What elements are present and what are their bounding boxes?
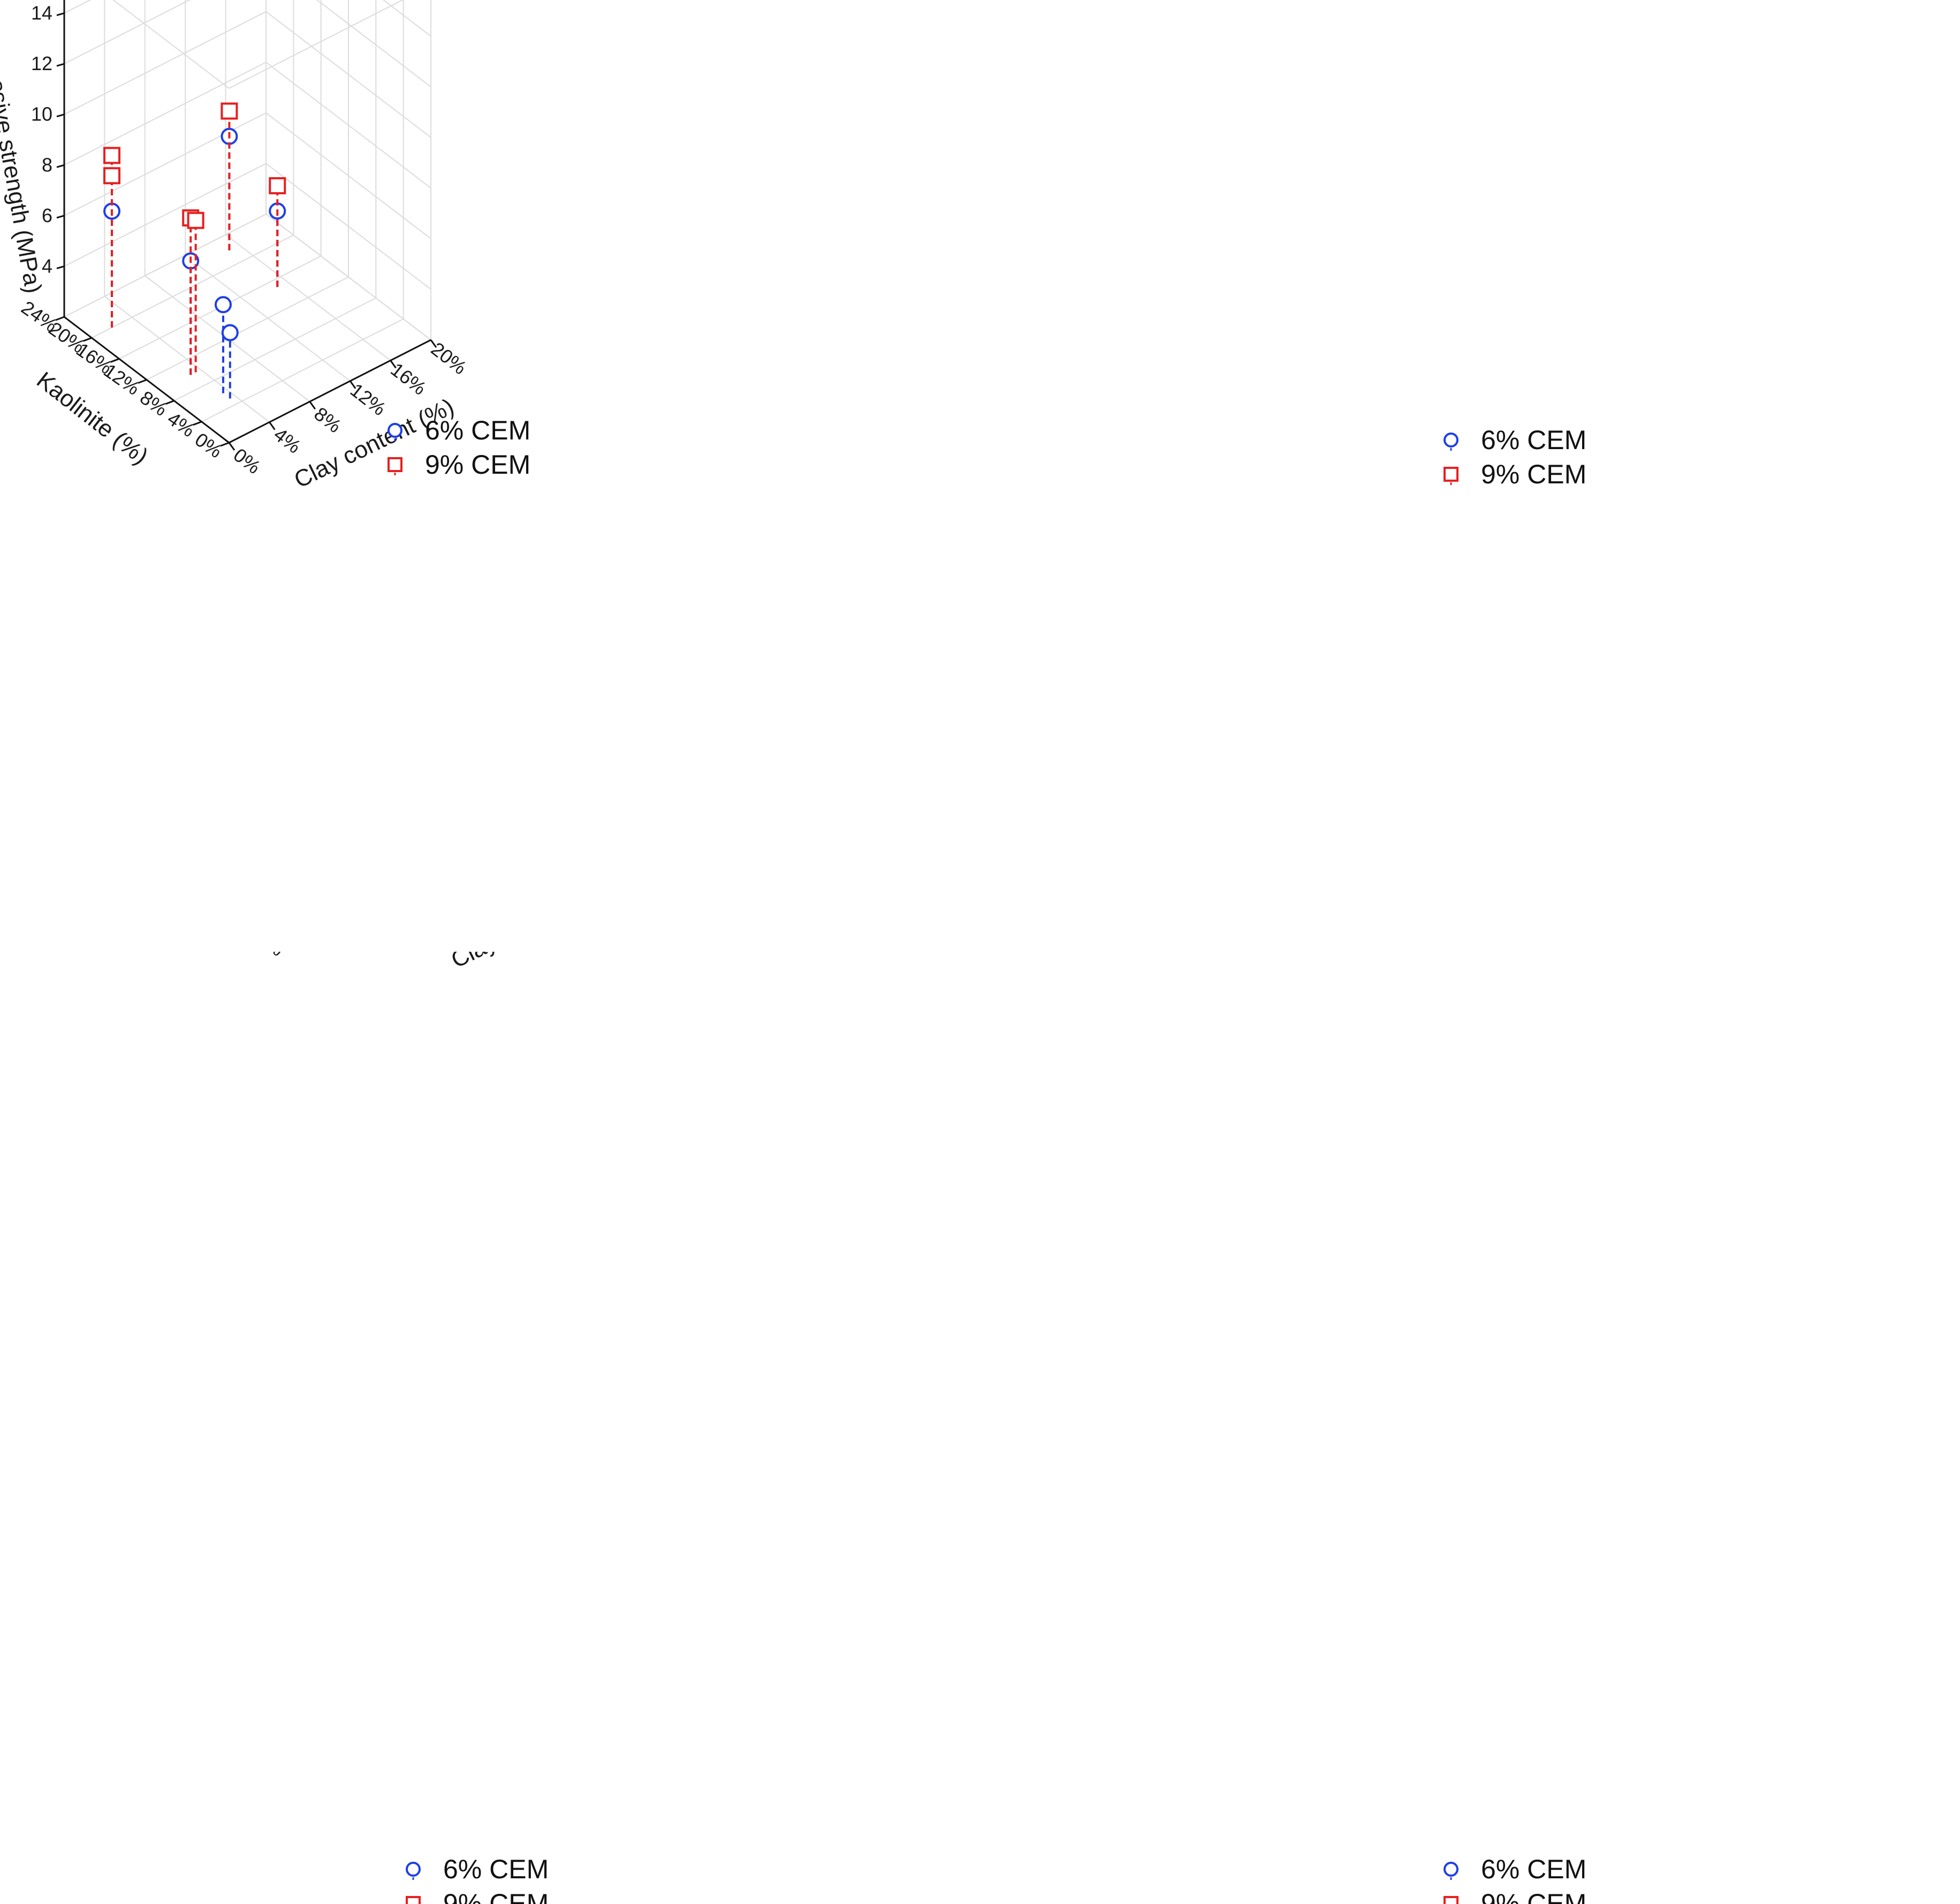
y-tick [165, 400, 174, 405]
z-tick [56, 164, 65, 168]
x-axis-line [229, 339, 431, 444]
legend-label-6-cem: 6% CEM [1481, 425, 1586, 455]
point-9-cem [103, 147, 121, 164]
legend-label-9-cem: 9% CEM [1481, 459, 1586, 489]
z-tick-label: 6 [42, 204, 52, 226]
legend-square-icon [406, 1896, 421, 1904]
x-tick [228, 442, 235, 451]
panel-illite: 0%4%8%12%16%20%0%1%2%3%4%46810121416Comp… [980, 0, 1960, 952]
gridline [173, 0, 377, 401]
legend-circle-icon [1444, 433, 1458, 447]
y-tick [55, 316, 65, 321]
legend-label-6-cem: 6% CEM [443, 1854, 549, 1884]
axes: 0%4%8%12%16%20%0%4%8%12%16%20%24%4681012… [0, 0, 471, 494]
point-9-cem [187, 211, 204, 229]
x-axis-label: Clay content (%) [447, 952, 615, 973]
x-tick-label: 0% [230, 444, 265, 478]
z-tick [56, 63, 65, 67]
y-tick [193, 421, 202, 426]
point-6-cem [214, 296, 232, 314]
x-tick [309, 401, 316, 410]
legend-label-9-cem: 9% CEM [443, 1888, 549, 1904]
axes: 0%4%8%12%16%20%0%1%2%3%4%5%6%7%8%4681012… [43, 952, 615, 973]
point-9-cem [221, 102, 238, 120]
x-tick [269, 421, 276, 430]
z-axis-label: Compressive strength (MPa) [0, 0, 47, 295]
y-tick-label: 0% [191, 428, 226, 462]
legend: 6% CEM 9% CEM [1444, 425, 1586, 489]
x-tick-label: 8% [310, 403, 345, 437]
legend-label-9-cem: 9% CEM [425, 450, 530, 480]
z-tick [56, 12, 65, 17]
point-6-cem [221, 324, 239, 342]
legend-label-9-cem: 9% CEM [1481, 1888, 1586, 1904]
gridline [64, 0, 267, 317]
legend-square-icon [388, 457, 402, 472]
y-tick [82, 337, 92, 342]
y-tick [138, 379, 147, 384]
z-tick [56, 215, 65, 219]
x-tick-label: 4% [270, 423, 305, 458]
legend-label-6-cem: 6% CEM [1481, 1854, 1586, 1884]
chart-illite: 0%4%8%12%16%20%0%1%2%3%4%46810121416Comp… [1444, 425, 1586, 489]
x-tick-label: 0% [253, 952, 288, 960]
x-tick [390, 360, 397, 369]
panel-kaolinite: 0% 4% 8% 12% 16% 20% 0% 4% 8% 12% 16% 20% 24% 4 6 8 10 12… [0, 0, 980, 952]
gridline [146, 0, 349, 381]
z-tick [56, 265, 65, 269]
gridline [64, 0, 230, 443]
data-points [103, 102, 286, 399]
legend-circle-icon [388, 423, 402, 438]
legend-square-icon [1444, 1896, 1458, 1904]
gridline [119, 0, 322, 360]
legend-square-icon [1444, 467, 1458, 482]
z-tick-label: 10 [31, 103, 52, 125]
y-tick [220, 442, 230, 447]
y-tick-label: 4% [163, 407, 199, 441]
box-edge [112, 0, 230, 89]
chart-montmorillonite: 0%4%8%12%16%20%0%1%2%3%4%46810121416Comp… [1444, 1854, 1586, 1904]
box-edge [229, 0, 404, 89]
legend: 6% CEM 9% CEM [388, 415, 530, 480]
z-tick-label: 4 [42, 255, 52, 277]
legend: 6% CEM 9% CEM [1444, 1854, 1586, 1904]
panel-smectites: 0%4%8%12%16%20%0%1%2%3%4%5%6%7%8%4681012… [0, 952, 980, 1904]
legend-circle-icon [1444, 1862, 1458, 1877]
gridline [91, 0, 294, 339]
chart-smectites: 0%4%8%12%16%20%0%1%2%3%4%5%6%7%8%4681012… [43, 952, 615, 1904]
z-tick-label: 12 [31, 52, 52, 74]
legend-circle-icon [406, 1862, 421, 1877]
x-tick [430, 339, 437, 348]
y-tick-label: 8% [136, 386, 171, 420]
gridline [201, 0, 404, 422]
x-tick [349, 380, 356, 389]
panel-montmorillonite: 0%4%8%12%16%20%0%1%2%3%4%46810121416Comp… [980, 952, 1960, 1904]
gridline [225, 0, 391, 361]
point-9-cem [269, 177, 286, 194]
y-axis-label: Smectites (%) [43, 952, 175, 954]
y-tick [110, 358, 120, 363]
z-tick-label: 8 [42, 154, 52, 176]
z-tick [56, 113, 65, 118]
chart-kaolinite: 0%4%8%12%16%20%0%4%8%12%16%20%24%4681012… [0, 0, 530, 494]
legend-label-6-cem: 6% CEM [425, 415, 530, 445]
point-9-cem [103, 167, 121, 185]
legend: 6% CEM 9% CEM [406, 1854, 549, 1904]
z-tick-label: 14 [31, 2, 52, 24]
